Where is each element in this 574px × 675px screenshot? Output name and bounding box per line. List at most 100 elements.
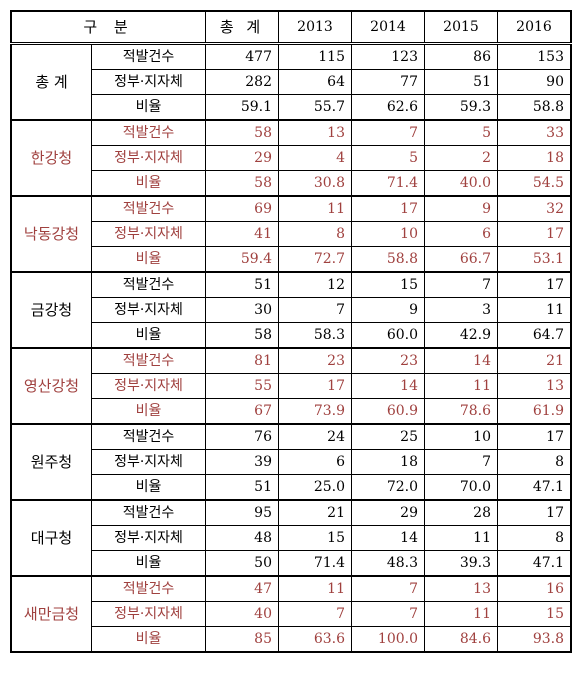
table-row: 비율 67 73.9 60.9 78.6 61.9 (11, 398, 572, 425)
row-label: 적발건수 (91, 499, 206, 526)
table-row: 영산강청 적발건수 81 23 23 14 21 (10, 347, 572, 425)
total-value: 39 (205, 449, 279, 475)
year-value-2015: 6 (424, 221, 498, 247)
table-header-row: 구 분 총 계 2013 2014 2015 2016 (10, 10, 572, 45)
region-label: 총 계 (10, 42, 92, 121)
total-value: 59.1 (205, 94, 279, 121)
table-row: 한강청 적발건수 58 13 7 5 33 (10, 119, 572, 197)
table-row: 금강청 적발건수 51 12 15 7 17 (10, 271, 572, 349)
year-value-2016: 54.5 (497, 170, 572, 197)
year-value-2015: 11 (424, 525, 498, 551)
year-value-2015: 7 (424, 449, 498, 475)
year-value-2013: 71.4 (278, 550, 352, 577)
year-value-2016: 153 (497, 42, 572, 70)
total-value: 30 (205, 297, 279, 323)
region-label: 한강청 (10, 119, 92, 197)
year-value-2014: 10 (351, 221, 425, 247)
year-value-2014: 77 (351, 69, 425, 95)
year-value-2016: 33 (497, 119, 572, 146)
row-label: 비율 (91, 94, 206, 121)
year-value-2016: 17 (497, 423, 572, 450)
row-label: 정부·지자체 (91, 145, 206, 171)
year-value-2016: 11 (497, 297, 572, 323)
year-value-2015: 10 (424, 423, 498, 450)
table-row: 정부·지자체 55 17 14 11 13 (11, 373, 572, 399)
year-value-2013: 13 (278, 119, 352, 146)
row-label: 정부·지자체 (91, 373, 206, 399)
year-value-2015: 66.7 (424, 246, 498, 273)
year-value-2013: 11 (278, 195, 352, 222)
year-value-2015: 11 (424, 601, 498, 627)
year-value-2013: 6 (278, 449, 352, 475)
row-label: 정부·지자체 (91, 221, 206, 247)
total-value: 85 (205, 626, 279, 653)
table-row: 비율 59.1 55.7 62.6 59.3 58.8 (11, 94, 572, 121)
year-value-2013: 4 (278, 145, 352, 171)
total-value: 55 (205, 373, 279, 399)
row-label: 비율 (91, 170, 206, 197)
total-value: 282 (205, 69, 279, 95)
table-row: 정부·지자체 30 7 9 3 11 (11, 297, 572, 323)
year-value-2016: 32 (497, 195, 572, 222)
year-value-2015: 13 (424, 575, 498, 602)
row-label: 비율 (91, 626, 206, 653)
year-value-2016: 16 (497, 575, 572, 602)
total-value: 58 (205, 322, 279, 349)
year-value-2013: 21 (278, 499, 352, 526)
year-value-2013: 24 (278, 423, 352, 450)
total-value: 58 (205, 119, 279, 146)
total-value: 67 (205, 398, 279, 425)
year-value-2013: 7 (278, 601, 352, 627)
year-value-2013: 7 (278, 297, 352, 323)
row-label: 적발건수 (91, 119, 206, 146)
year-value-2013: 64 (278, 69, 352, 95)
region-label: 새만금청 (10, 575, 92, 653)
row-label: 비율 (91, 398, 206, 425)
table-row: 비율 59.4 72.7 58.8 66.7 53.1 (11, 246, 572, 273)
year-value-2013: 25.0 (278, 474, 352, 501)
header-category: 구 분 (10, 10, 206, 45)
table-row: 정부·지자체 39 6 18 7 8 (11, 449, 572, 475)
year-value-2013: 15 (278, 525, 352, 551)
row-label: 비율 (91, 474, 206, 501)
table-row: 비율 51 25.0 72.0 70.0 47.1 (11, 474, 572, 501)
year-value-2014: 72.0 (351, 474, 425, 501)
statistics-table-container: 구 분 총 계 2013 2014 2015 2016 총 계 적발건수 477 11… (10, 10, 572, 653)
table-row: 총 계 적발건수 477 115 123 86 153 (10, 42, 572, 121)
year-value-2015: 84.6 (424, 626, 498, 653)
year-value-2014: 62.6 (351, 94, 425, 121)
year-value-2015: 78.6 (424, 398, 498, 425)
year-value-2014: 9 (351, 297, 425, 323)
year-value-2016: 15 (497, 601, 572, 627)
year-value-2014: 29 (351, 499, 425, 526)
year-value-2014: 48.3 (351, 550, 425, 577)
year-value-2013: 30.8 (278, 170, 352, 197)
year-value-2013: 23 (278, 347, 352, 374)
total-value: 59.4 (205, 246, 279, 273)
year-value-2016: 58.8 (497, 94, 572, 121)
year-value-2016: 47.1 (497, 474, 572, 501)
year-value-2014: 5 (351, 145, 425, 171)
region-label: 대구청 (10, 499, 92, 577)
year-value-2015: 42.9 (424, 322, 498, 349)
year-value-2013: 11 (278, 575, 352, 602)
year-value-2015: 7 (424, 271, 498, 298)
row-label: 비율 (91, 550, 206, 577)
year-value-2014: 17 (351, 195, 425, 222)
table-row: 원주청 적발건수 76 24 25 10 17 (10, 423, 572, 501)
year-value-2014: 58.8 (351, 246, 425, 273)
region-label: 원주청 (10, 423, 92, 501)
total-value: 40 (205, 601, 279, 627)
year-value-2015: 28 (424, 499, 498, 526)
year-value-2014: 14 (351, 525, 425, 551)
header-year-2016: 2016 (497, 10, 572, 45)
year-value-2013: 73.9 (278, 398, 352, 425)
year-value-2015: 2 (424, 145, 498, 171)
year-value-2014: 7 (351, 601, 425, 627)
total-value: 477 (205, 42, 279, 70)
year-value-2016: 8 (497, 525, 572, 551)
year-value-2016: 21 (497, 347, 572, 374)
year-value-2014: 7 (351, 575, 425, 602)
year-value-2016: 93.8 (497, 626, 572, 653)
table-row: 정부·지자체 41 8 10 6 17 (11, 221, 572, 247)
